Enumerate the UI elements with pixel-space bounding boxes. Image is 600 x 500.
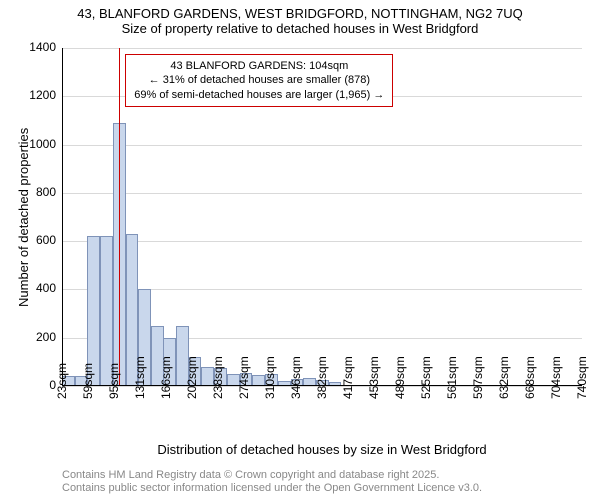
annotation-line-1: 43 BLANFORD GARDENS: 104sqm (134, 59, 384, 73)
y-tick-label: 400 (24, 281, 56, 295)
y-tick-label: 200 (24, 330, 56, 344)
y-axis-line (62, 48, 63, 386)
chart-titles: 43, BLANFORD GARDENS, WEST BRIDGFORD, NO… (0, 6, 600, 36)
annotation-line-2: ← 31% of detached houses are smaller (87… (134, 73, 384, 87)
gridline (62, 48, 582, 49)
annotation-line-3: 69% of semi-detached houses are larger (… (134, 88, 384, 102)
y-tick-label: 600 (24, 233, 56, 247)
gridline (62, 241, 582, 242)
property-marker-line (119, 48, 120, 386)
property-annotation: 43 BLANFORD GARDENS: 104sqm← 31% of deta… (125, 54, 393, 107)
x-axis-label: Distribution of detached houses by size … (62, 442, 582, 457)
footer-line-2: Contains public sector information licen… (62, 482, 482, 496)
chart-title-main: 43, BLANFORD GARDENS, WEST BRIDGFORD, NO… (0, 6, 600, 21)
gridline (62, 193, 582, 194)
y-tick-label: 0 (24, 378, 56, 392)
y-axis-label: Number of detached properties (16, 128, 31, 307)
chart-footer: Contains HM Land Registry data © Crown c… (62, 469, 482, 497)
y-tick-label: 800 (24, 185, 56, 199)
chart-title-sub: Size of property relative to detached ho… (0, 21, 600, 36)
y-tick-label: 1000 (24, 137, 56, 151)
gridline (62, 145, 582, 146)
property-size-chart: 43, BLANFORD GARDENS, WEST BRIDGFORD, NO… (0, 0, 600, 500)
y-tick-label: 1200 (24, 88, 56, 102)
footer-line-1: Contains HM Land Registry data © Crown c… (62, 469, 482, 483)
y-tick-label: 1400 (24, 40, 56, 54)
